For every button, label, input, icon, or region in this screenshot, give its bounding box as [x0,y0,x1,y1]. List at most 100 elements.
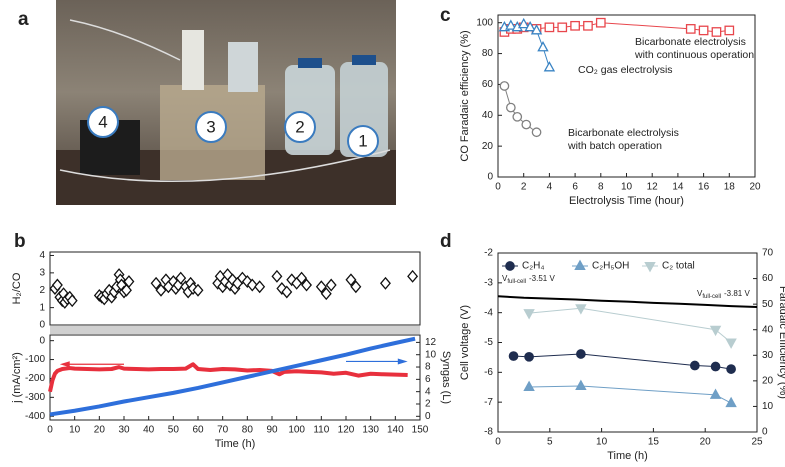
arrow-head [59,361,70,368]
x-tick-label: 20 [94,425,106,436]
x-axis-label: Time (h) [215,438,256,450]
y2-tick-label: 0 [762,427,768,438]
y-tick-label: 60 [482,79,494,90]
annotation: Bicarbonate electrolysis [568,127,679,139]
marker [576,349,586,359]
x-tick-label: 70 [217,425,229,436]
y-tick-label: 80 [482,48,494,59]
y-tick-label: 100 [476,17,493,28]
marker [583,20,593,31]
series-line [529,307,732,343]
marker [296,271,308,285]
marker [530,24,543,35]
annotation: with continuous operation [634,49,754,61]
marker [644,261,656,273]
marker [524,351,534,362]
marker [512,111,523,122]
y-tick-label: 4 [39,250,45,261]
x-tick-label: 30 [118,425,130,436]
annotation-subscript: full-cell [507,279,526,285]
x-tick-label: 25 [751,437,763,448]
series-line [529,385,732,404]
marker [281,285,293,299]
marker [379,276,391,290]
y-tick-label: -7 [484,397,493,408]
bottle [285,65,335,155]
marker [544,22,555,33]
legend-label: C₂ total [662,261,695,272]
panel-label: a [18,9,29,30]
marker [521,119,532,130]
marker [724,25,735,36]
x-tick-label: 6 [572,182,578,193]
marker [241,275,253,289]
y-tick-label: 1 [39,302,45,313]
x-tick-label: 10 [596,437,608,448]
y-tick-label: -8 [484,427,493,438]
annotation-value: -3.81 V [724,289,750,298]
x-tick-label: 14 [672,182,684,193]
marker [246,278,258,292]
y-tick-label: 0 [39,320,45,331]
label-circle [347,125,379,157]
x-tick-label: 60 [192,425,204,436]
annotation: Bicarbonate electrolysis [635,36,746,48]
y2-tick-label: 4 [425,386,431,397]
marker [350,280,362,294]
y2-axis-label: Faradaic Efficiency (%) [777,286,785,399]
marker [689,360,700,371]
y-tick-label: 0 [39,335,45,346]
y-tick-label: -3 [484,277,493,288]
x-tick-label: 12 [647,182,659,193]
marker [505,102,516,113]
annotation-value: -3.51 V [529,274,555,283]
x-tick-label: 15 [648,437,660,448]
marker [345,273,357,287]
marker [685,24,696,34]
marker [271,269,283,283]
marker [725,338,737,349]
marker [537,41,549,52]
x-tick-label: 20 [749,182,761,193]
x-tick-label: 18 [724,182,736,193]
marker [123,275,135,289]
x-tick-label: 130 [362,425,379,436]
marker [192,283,204,297]
y-tick-label: -200 [25,373,45,384]
y-tick-label: 20 [482,141,494,152]
y-tick-label: -2 [484,248,493,259]
marker [698,25,709,36]
marker [725,396,737,408]
annotation: CO₂ gas electrolysis [578,64,673,76]
y-tick-label: 2 [39,285,45,296]
annotation: with batch operation [567,140,662,152]
x-tick-label: 100 [288,425,305,436]
y-tick-label: 40 [482,110,494,121]
marker [517,17,530,29]
y2-tick-label: 30 [762,350,774,361]
marker [710,361,721,372]
x-axis-label: Time (h) [607,450,648,462]
cap [352,55,376,65]
cap [298,58,322,68]
marker [301,278,313,292]
y2-tick-label: 0 [425,411,431,422]
marker [499,81,510,91]
marker [315,280,327,294]
x-tick-label: 140 [387,425,404,436]
marker [595,17,606,28]
x-tick-label: 0 [495,182,501,193]
marker [66,294,78,308]
plot-frame [49,334,421,421]
y2-tick-label: 12 [425,337,437,348]
marker [505,19,517,30]
annotation: Vfull-cell -3.51 V [502,274,555,284]
photo-label: 1 [358,131,367,150]
marker [407,269,419,283]
x-tick-label: 90 [266,425,278,436]
marker [320,287,332,301]
x-tick-label: 8 [598,182,604,193]
y2-tick-label: 40 [762,324,774,335]
y2-tick-label: 6 [425,374,431,385]
